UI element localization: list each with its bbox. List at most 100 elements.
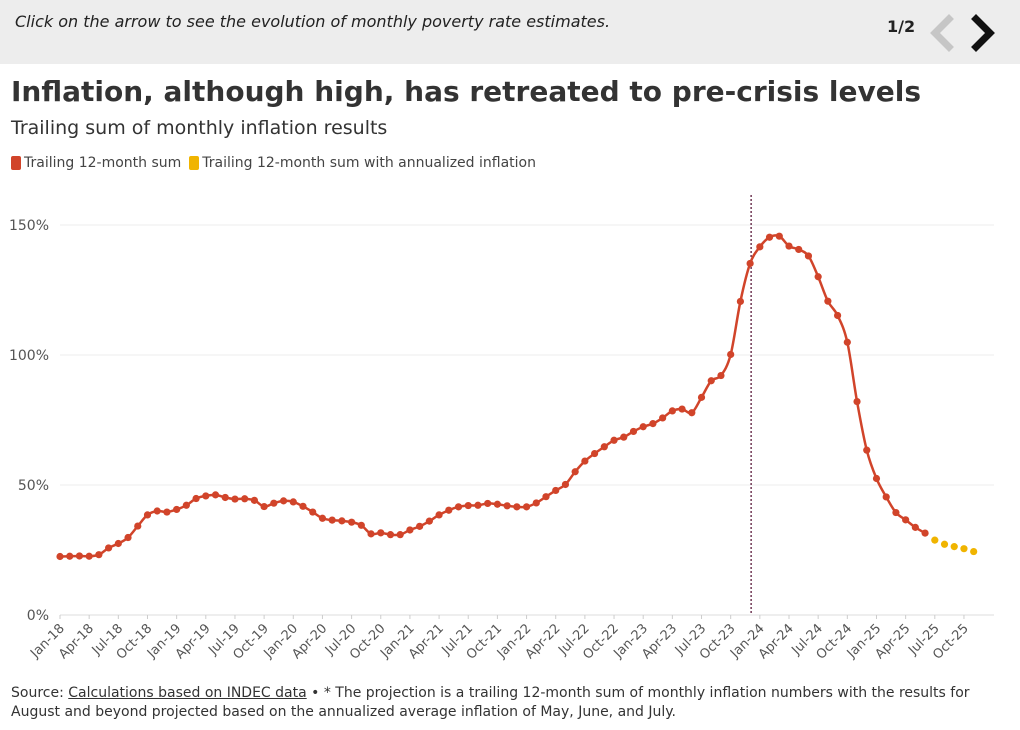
data-point (425, 517, 433, 525)
legend-swatch-trailing-sum (11, 156, 21, 170)
previous-arrow-icon[interactable] (925, 14, 959, 52)
projected-point (940, 540, 949, 548)
projected-point (950, 543, 958, 551)
page-indicator: 1/2 (887, 17, 916, 36)
data-point (775, 232, 783, 240)
legend-item-annualized: Trailing 12-month sum with annualized in… (189, 155, 536, 171)
data-point (445, 506, 453, 514)
data-point (173, 505, 181, 514)
data-point (591, 449, 599, 458)
data-point (309, 508, 317, 516)
data-point (581, 457, 589, 465)
data-point (474, 501, 482, 509)
legend-label-annualized: Trailing 12-month sum with annualized in… (202, 155, 536, 171)
data-point (561, 480, 570, 489)
data-point (250, 496, 258, 504)
line-chart: 0%50%100%150%Jan-18Apr-18Jul-18Oct-18Jan… (9, 195, 994, 663)
data-point (124, 533, 132, 542)
data-point (552, 486, 560, 495)
data-point (182, 501, 190, 509)
y-tick-label: 0% (27, 608, 49, 624)
data-point (863, 446, 871, 454)
data-point (921, 529, 929, 537)
data-point (454, 503, 463, 511)
data-point (260, 502, 268, 511)
data-point (503, 502, 511, 510)
data-point (192, 494, 200, 503)
data-point (357, 521, 365, 529)
data-point (513, 503, 521, 511)
data-point (668, 407, 676, 415)
data-point (824, 297, 832, 305)
y-tick-label: 150% (9, 218, 49, 234)
data-point (85, 552, 93, 560)
data-point (659, 414, 667, 422)
data-point (493, 500, 501, 508)
data-point (289, 498, 297, 506)
source-note: Source: Calculations based on INDEC data… (11, 684, 1011, 722)
source-prefix: Source: (11, 685, 69, 701)
data-point (143, 511, 152, 519)
data-point (377, 529, 385, 537)
data-point (464, 501, 472, 510)
data-point (163, 508, 171, 516)
data-point (211, 491, 220, 499)
data-point (241, 495, 249, 503)
data-point (522, 503, 531, 511)
data-point (882, 493, 890, 501)
data-point (804, 252, 813, 260)
data-point (153, 507, 161, 515)
y-tick-label: 100% (9, 348, 49, 364)
data-point (202, 492, 210, 500)
data-point (911, 523, 919, 531)
chart-title: Inflation, although high, has retreated … (11, 75, 922, 108)
data-point (727, 350, 735, 359)
data-point (843, 338, 851, 346)
projected-point (931, 536, 939, 544)
source-link[interactable]: Calculations based on INDEC data (68, 685, 307, 701)
instruction-text: Click on the arrow to see the evolution … (15, 12, 611, 31)
data-point (688, 409, 696, 417)
data-point (114, 539, 122, 548)
data-point (221, 493, 229, 502)
projected-point (970, 547, 978, 556)
data-point (629, 427, 638, 436)
data-point (328, 516, 336, 524)
data-point (785, 242, 793, 250)
data-point (75, 552, 84, 560)
data-point (814, 273, 822, 281)
data-point (318, 514, 327, 522)
data-point (756, 243, 764, 251)
data-point (639, 423, 647, 431)
data-point (649, 420, 657, 428)
chart-subtitle: Trailing sum of monthly inflation result… (11, 117, 388, 139)
data-point (571, 468, 579, 476)
data-point (610, 436, 618, 444)
data-point (902, 516, 910, 524)
navigation-bar: Click on the arrow to see the evolution … (0, 0, 1020, 64)
data-point (795, 245, 803, 254)
data-point (872, 474, 881, 483)
data-point (532, 499, 540, 507)
data-point (231, 495, 239, 503)
data-point (299, 502, 307, 510)
data-point (435, 511, 443, 519)
data-point (484, 499, 492, 508)
data-point (736, 297, 745, 306)
data-point (853, 397, 861, 406)
data-point (270, 499, 278, 507)
data-point (697, 393, 706, 401)
data-point (746, 259, 754, 268)
data-point (134, 522, 142, 530)
data-point (892, 508, 900, 517)
data-point (396, 531, 404, 539)
data-point (348, 518, 356, 526)
data-point (765, 233, 774, 241)
next-arrow-icon[interactable] (966, 14, 1000, 52)
data-point (338, 517, 346, 525)
data-point (678, 405, 686, 413)
data-point (66, 552, 74, 560)
data-point (406, 526, 414, 534)
legend-label-trailing-sum: Trailing 12-month sum (24, 155, 182, 171)
data-point (386, 531, 395, 539)
